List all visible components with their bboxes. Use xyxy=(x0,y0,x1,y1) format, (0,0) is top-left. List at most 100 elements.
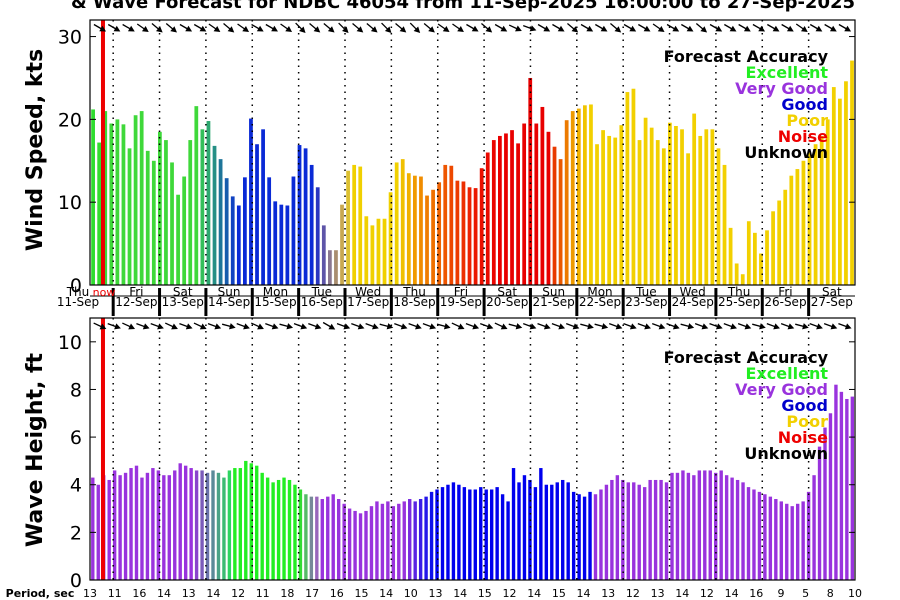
period-value: 5 xyxy=(802,587,809,600)
direction-arrow-icon xyxy=(193,322,207,330)
data-bar xyxy=(91,109,95,285)
legend-item: Noise xyxy=(778,127,828,146)
direction-arrow-icon xyxy=(193,23,207,32)
data-bar xyxy=(564,120,569,285)
data-bar xyxy=(419,176,423,285)
direction-arrow-icon xyxy=(565,322,580,330)
data-bar xyxy=(304,494,308,580)
data-bar xyxy=(200,470,204,580)
date-label: 27-Sep xyxy=(811,295,853,309)
legend-item: Excellent xyxy=(746,63,829,82)
data-bar xyxy=(145,150,150,285)
direction-arrow-icon xyxy=(752,23,766,32)
direction-arrow-icon xyxy=(251,23,264,32)
data-bar xyxy=(189,468,193,580)
direction-arrow-icon xyxy=(709,23,723,32)
data-bar xyxy=(224,178,229,285)
direction-arrow-icon xyxy=(809,23,823,32)
period-value: 14 xyxy=(725,587,739,600)
date-label: 24-Sep xyxy=(672,295,714,309)
data-bar xyxy=(681,470,685,580)
data-bar xyxy=(473,489,477,580)
data-bar xyxy=(777,200,782,285)
period-value: 10 xyxy=(848,587,862,600)
data-bar xyxy=(648,479,652,580)
direction-arrow-icon xyxy=(280,23,293,33)
data-bar xyxy=(429,491,434,580)
data-bar xyxy=(425,195,429,285)
data-bar xyxy=(801,160,806,285)
data-bar xyxy=(740,274,745,285)
direction-arrow-icon xyxy=(738,23,751,32)
y-tick-label: 6 xyxy=(70,427,82,449)
date-label: 15-Sep xyxy=(254,295,296,309)
direction-arrow-icon xyxy=(93,23,107,32)
data-bar xyxy=(394,162,399,285)
data-bar xyxy=(358,166,363,285)
data-bar xyxy=(753,232,757,285)
direction-arrow-icon xyxy=(494,322,508,330)
direction-arrow-icon xyxy=(381,22,392,33)
direction-arrow-icon xyxy=(436,323,451,330)
date-label: 22-Sep xyxy=(579,295,621,309)
data-bar xyxy=(173,470,177,580)
data-bar xyxy=(550,484,554,580)
day-of-week-label: Thu xyxy=(727,285,751,299)
data-bar xyxy=(315,496,319,580)
y-tick-label: 10 xyxy=(58,192,82,214)
data-bar xyxy=(243,177,247,285)
data-bar xyxy=(828,413,833,580)
data-bar xyxy=(461,181,466,285)
data-bar xyxy=(643,117,648,285)
plot-frame xyxy=(89,19,856,286)
legend-title: Forecast Accuracy xyxy=(664,47,829,66)
data-bar xyxy=(823,427,827,580)
date-label: 20-Sep xyxy=(486,295,528,309)
direction-arrow-icon xyxy=(279,323,294,330)
legend-item: Good xyxy=(781,396,828,415)
data-bar xyxy=(139,111,144,285)
direction-arrow-icon xyxy=(151,23,163,33)
period-value: 14 xyxy=(206,587,220,600)
data-bar xyxy=(613,137,618,285)
data-bar xyxy=(759,253,763,285)
data-bar xyxy=(704,129,709,285)
data-bar xyxy=(123,472,128,580)
period-value: 13 xyxy=(651,587,665,600)
period-value: 12 xyxy=(626,587,640,600)
direction-arrow-icon xyxy=(236,322,250,330)
direction-arrow-icon xyxy=(594,323,609,330)
data-bar xyxy=(588,491,592,580)
data-bar xyxy=(352,164,357,285)
data-bar xyxy=(267,177,272,285)
legend-item: Unknown xyxy=(744,444,828,463)
date-label: 23-Sep xyxy=(625,295,667,309)
direction-arrow-icon xyxy=(309,23,321,33)
direction-arrow-icon xyxy=(494,23,508,32)
legend-item: Poor xyxy=(786,111,828,130)
now-label: now xyxy=(93,286,116,299)
data-bar xyxy=(382,218,387,285)
data-bar xyxy=(358,513,363,580)
data-bar xyxy=(566,482,570,580)
data-bar xyxy=(331,494,335,580)
day-of-week-label: Tue xyxy=(635,285,657,299)
data-bar xyxy=(167,475,171,580)
data-bar xyxy=(757,491,762,580)
data-bar xyxy=(162,475,166,580)
data-bar xyxy=(485,152,490,285)
direction-arrow-icon xyxy=(651,322,666,330)
data-bar xyxy=(279,204,284,285)
direction-arrow-icon xyxy=(608,322,623,330)
data-bar xyxy=(675,472,680,580)
data-bar xyxy=(109,123,114,286)
day-of-week-label: Sat xyxy=(497,285,517,299)
data-bar xyxy=(510,130,514,285)
direction-arrow-icon xyxy=(666,23,680,32)
direction-arrow-icon xyxy=(551,322,566,330)
data-bar xyxy=(479,487,483,580)
data-bar xyxy=(176,194,180,285)
data-bar xyxy=(741,482,745,580)
data-bar xyxy=(812,475,816,580)
